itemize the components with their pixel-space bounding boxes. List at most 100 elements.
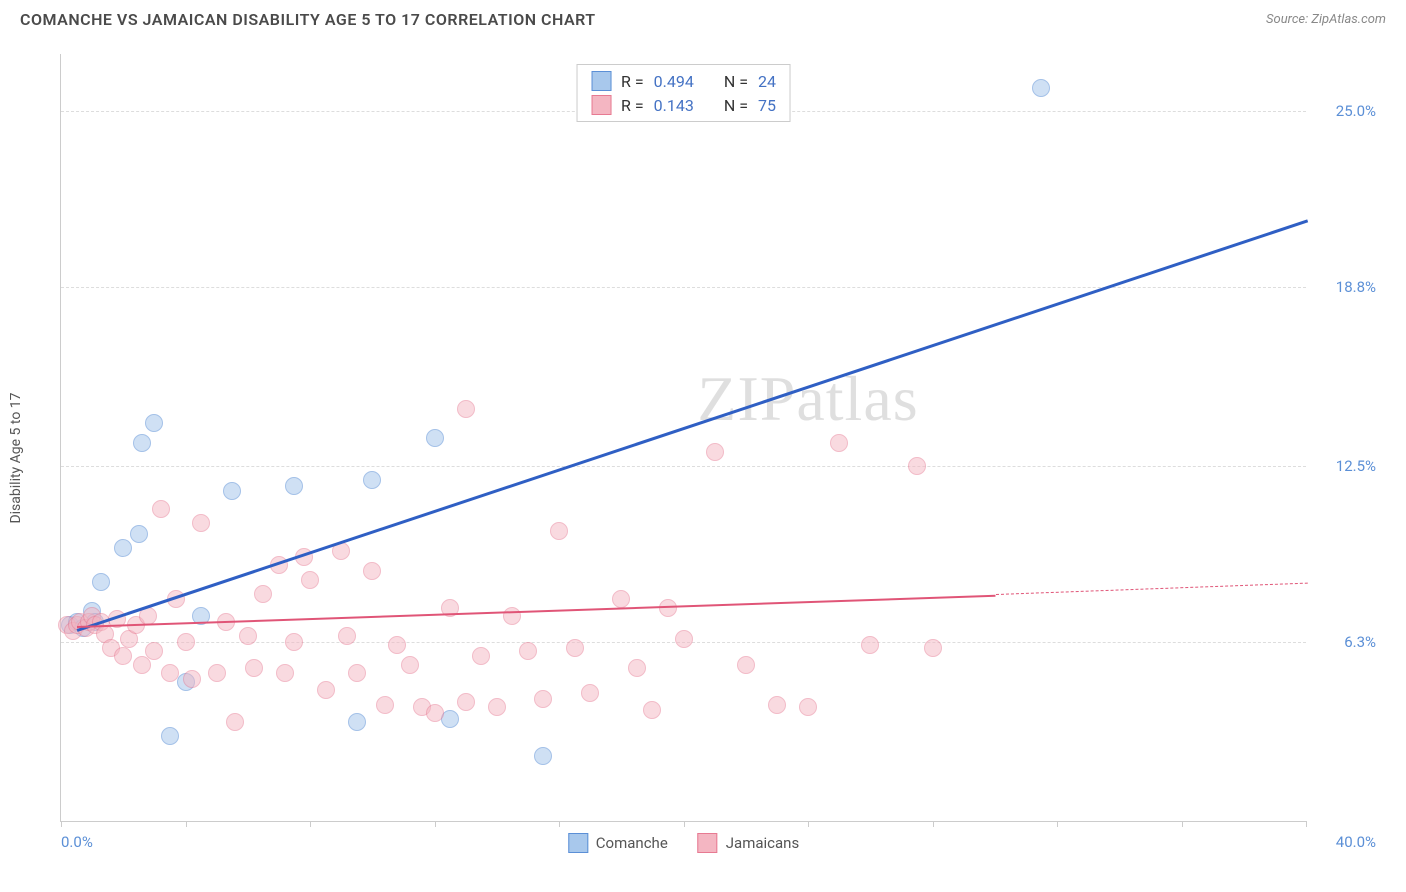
legend-r-label: R = (621, 96, 644, 115)
x-axis-max-label: 40.0% (1336, 833, 1376, 851)
data-point (276, 664, 294, 682)
x-tick (1057, 821, 1058, 827)
data-point (534, 690, 552, 708)
data-point (534, 747, 552, 765)
data-point (401, 656, 419, 674)
data-point (908, 457, 926, 475)
legend-n-label: N = (724, 96, 748, 115)
x-tick (186, 821, 187, 827)
data-point (114, 539, 132, 557)
legend-r-label: R = (621, 72, 644, 91)
x-tick (310, 821, 311, 827)
swatch-comanche (591, 71, 611, 91)
plot-area: ZIPatlas R = 0.494 N = 24 R = 0.143 N = … (60, 54, 1306, 822)
gridline (61, 287, 1306, 288)
data-point (457, 400, 475, 418)
data-point (675, 630, 693, 648)
correlation-legend: R = 0.494 N = 24 R = 0.143 N = 75 (576, 64, 791, 122)
y-axis-label: Disability Age 5 to 17 (8, 392, 24, 523)
data-point (254, 585, 272, 603)
data-point (301, 571, 319, 589)
source-label: Source: ZipAtlas.com (1266, 12, 1386, 27)
data-point (643, 701, 661, 719)
data-point (285, 633, 303, 651)
legend-item-jamaicans: Jamaicans (698, 833, 799, 853)
data-point (183, 670, 201, 688)
data-point (830, 434, 848, 452)
trend-line (995, 583, 1307, 595)
chart-wrap: Disability Age 5 to 17 ZIPatlas R = 0.49… (20, 44, 1386, 872)
data-point (245, 659, 263, 677)
data-point (239, 627, 257, 645)
swatch-jamaicans (698, 833, 718, 853)
data-point (133, 656, 151, 674)
data-point (472, 647, 490, 665)
x-tick (61, 821, 62, 827)
legend-label: Jamaicans (726, 834, 799, 852)
watermark: ZIPatlas (697, 362, 918, 436)
series-legend: Comanche Jamaicans (568, 833, 799, 853)
y-tick-label: 25.0% (1316, 102, 1376, 120)
swatch-jamaicans (591, 95, 611, 115)
legend-n-label: N = (724, 72, 748, 91)
data-point (706, 443, 724, 461)
data-point (145, 642, 163, 660)
data-point (177, 633, 195, 651)
watermark-b: atlas (796, 363, 918, 434)
data-point (799, 698, 817, 716)
legend-n-value: 75 (758, 96, 776, 115)
data-point (348, 713, 366, 731)
x-tick (1182, 821, 1183, 827)
trend-line (76, 219, 1307, 631)
data-point (226, 713, 244, 731)
data-point (628, 659, 646, 677)
legend-r-value: 0.494 (654, 72, 694, 91)
data-point (348, 664, 366, 682)
x-tick (808, 821, 809, 827)
data-point (1032, 79, 1050, 97)
data-point (363, 471, 381, 489)
data-point (130, 525, 148, 543)
data-point (338, 627, 356, 645)
data-point (612, 590, 630, 608)
y-tick-label: 18.8% (1316, 278, 1376, 296)
data-point (145, 414, 163, 432)
legend-item-comanche: Comanche (568, 833, 668, 853)
data-point (114, 647, 132, 665)
data-point (133, 434, 151, 452)
data-point (161, 664, 179, 682)
legend-r-value: 0.143 (654, 96, 694, 115)
data-point (550, 522, 568, 540)
data-point (426, 704, 444, 722)
x-tick (435, 821, 436, 827)
data-point (388, 636, 406, 654)
data-point (192, 514, 210, 532)
data-point (861, 636, 879, 654)
x-tick (1306, 821, 1307, 827)
data-point (285, 477, 303, 495)
watermark-a: ZIP (697, 363, 796, 434)
data-point (317, 681, 335, 699)
legend-label: Comanche (596, 834, 668, 852)
data-point (363, 562, 381, 580)
x-tick (559, 821, 560, 827)
x-tick (933, 821, 934, 827)
data-point (581, 684, 599, 702)
data-point (426, 429, 444, 447)
swatch-comanche (568, 833, 588, 853)
data-point (737, 656, 755, 674)
y-tick-label: 6.3% (1316, 633, 1376, 651)
chart-header: COMANCHE VS JAMAICAN DISABILITY AGE 5 TO… (0, 0, 1406, 33)
data-point (92, 573, 110, 591)
data-point (768, 696, 786, 714)
legend-row-comanche: R = 0.494 N = 24 (591, 69, 776, 93)
data-point (441, 710, 459, 728)
gridline (61, 466, 1306, 467)
trend-line (77, 594, 996, 627)
data-point (208, 664, 226, 682)
data-point (223, 482, 241, 500)
data-point (161, 727, 179, 745)
legend-row-jamaicans: R = 0.143 N = 75 (591, 93, 776, 117)
data-point (924, 639, 942, 657)
data-point (566, 639, 584, 657)
